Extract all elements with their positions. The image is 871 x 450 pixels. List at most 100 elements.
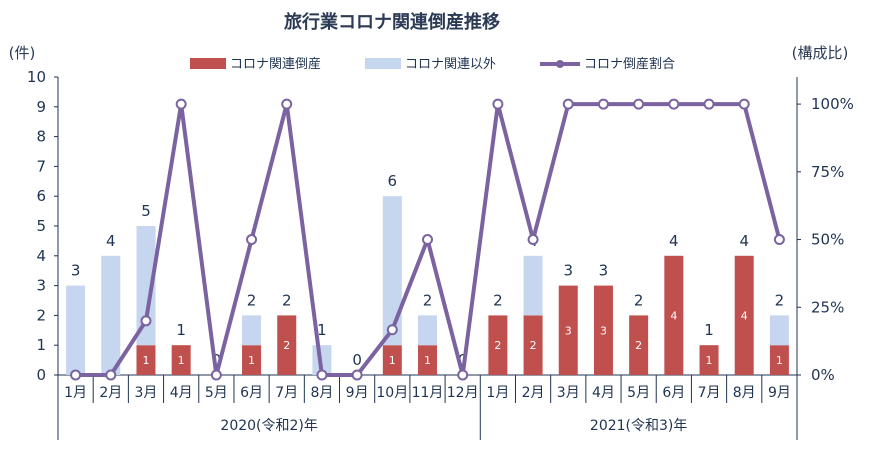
legend-swatch-non-corona [365,58,401,69]
legend-label-non-corona: コロナ関連以外 [405,57,496,72]
bar-corona-bankruptcy [734,255,754,375]
bar-inner-label: 1 [248,354,255,367]
y-tick-left-label: 2 [36,306,46,324]
bar-non-corona [101,255,121,375]
bar-total-label: 4 [739,232,749,250]
line-point-corona-ratio [351,369,363,381]
bar-non-corona [382,196,402,346]
y-axis-left-label: (件) [9,44,36,62]
bar-total-label: 0 [352,351,362,369]
bar-inner-label: 2 [635,339,642,352]
year-group-label: 2020(令和2)年 [220,418,317,434]
bar-total-label: 2 [423,291,433,309]
legend-marker-corona-ratio [556,60,564,68]
x-tick-label: 1月 [486,385,509,401]
bar-corona-bankruptcy [769,345,789,375]
bar-total-label: 2 [247,291,257,309]
y-tick-left-label: 6 [36,187,46,205]
y-tick-left-label: 5 [36,217,46,235]
line-point-corona-ratio [246,234,258,246]
bar-total-label: 2 [493,291,503,309]
line-point-corona-ratio [527,234,539,246]
x-tick-label: 6月 [662,385,685,401]
y-tick-right-label: 100% [811,95,854,113]
bar-inner-label: 4 [741,309,748,322]
bar-total-label: 3 [599,262,609,280]
y-tick-left-label: 9 [36,98,46,116]
x-tick-label: 7月 [275,385,298,401]
bar-total-label: 4 [106,232,116,250]
bar-corona-bankruptcy [171,345,191,375]
line-point-corona-ratio [70,369,82,381]
bar-inner-label: 2 [283,339,290,352]
x-tick-label: 6月 [240,385,263,401]
line-point-corona-ratio [633,98,645,110]
x-tick-label: 12月 [447,385,479,401]
bar-inner-label: 1 [776,354,783,367]
bar-inner-label: 1 [142,354,149,367]
line-point-corona-ratio [422,234,433,246]
line-point-corona-ratio [316,369,328,381]
bar-inner-label: 1 [424,354,431,367]
x-tick-label: 3月 [557,385,580,401]
bar-corona-bankruptcy [277,315,297,375]
bar-total-label: 6 [388,172,398,190]
y-tick-left-label: 7 [36,157,46,175]
line-point-corona-ratio [210,369,222,381]
bar-total-label: 3 [71,262,81,280]
line-point-corona-ratio [597,98,609,110]
line-point-corona-ratio [703,98,715,110]
bar-corona-bankruptcy [523,315,543,375]
year-group-label: 2021(令和3)年 [590,418,687,434]
y-tick-left-label: 0 [36,366,46,384]
x-tick-label: 10月 [376,385,408,401]
bar-total-label: 1 [176,321,186,339]
x-tick-label: 8月 [310,385,333,401]
line-point-corona-ratio [668,98,680,110]
bar-inner-label: 1 [178,354,185,367]
bar-inner-label: 2 [530,339,537,352]
x-tick-label: 2月 [99,385,122,401]
y-tick-right-label: 75% [811,163,844,181]
bar-corona-bankruptcy [629,315,649,375]
y-tick-right-label: 0% [811,366,835,384]
x-tick-label: 7月 [698,385,721,401]
x-tick-label: 1月 [64,385,87,401]
y-tick-left-label: 8 [36,128,46,146]
x-tick-label: 9月 [768,385,791,401]
chart-title: 旅行業コロナ関連倒産推移 [284,11,500,33]
line-point-corona-ratio [175,98,187,110]
line-point-corona-ratio [562,98,574,110]
bar-inner-label: 3 [565,324,572,337]
y-tick-left-label: 1 [36,336,46,354]
bar-corona-bankruptcy [488,315,508,375]
bar-total-label: 4 [669,232,679,250]
bar-corona-bankruptcy [699,345,719,375]
bar-total-label: 2 [634,291,644,309]
x-tick-label: 3月 [135,385,158,401]
x-tick-label: 2月 [522,385,545,401]
bar-corona-bankruptcy [593,285,613,375]
y-tick-left-label: 3 [36,277,46,295]
y-tick-left-label: 4 [36,247,46,265]
x-tick-label: 8月 [733,385,756,401]
bar-total-label: 3 [563,262,573,280]
bar-corona-bankruptcy [558,285,578,375]
bar-non-corona [523,255,543,316]
x-tick-label: 4月 [170,385,193,401]
bar-inner-label: 3 [600,324,607,337]
y-tick-right-label: 25% [811,298,844,316]
bar-inner-label: 1 [706,354,713,367]
legend-label-corona-bankruptcy: コロナ関連倒産 [230,56,321,72]
legend: コロナ関連倒産 コロナ関連以外 コロナ倒産割合 [190,56,675,72]
bar-non-corona [66,285,86,375]
y-tick-right-label: 50% [811,231,844,249]
line-point-corona-ratio [457,369,469,381]
bar-corona-bankruptcy [418,345,437,375]
y-tick-left-label: 10 [27,68,46,86]
bar-inner-label: 2 [494,339,501,352]
x-tick-label: 4月 [592,385,615,401]
bar-total-label: 2 [775,291,785,309]
bar-corona-bankruptcy [136,345,156,375]
